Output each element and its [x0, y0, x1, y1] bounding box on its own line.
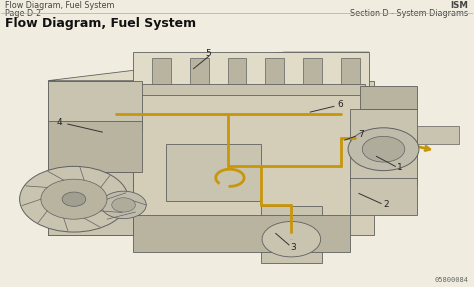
Polygon shape [48, 81, 133, 235]
Polygon shape [417, 126, 459, 144]
Text: Flow Diagram, Fuel System: Flow Diagram, Fuel System [5, 17, 197, 30]
Text: 4: 4 [57, 118, 63, 127]
Polygon shape [261, 206, 322, 263]
Polygon shape [133, 52, 369, 86]
Text: 2: 2 [383, 200, 389, 210]
Text: Flow Diagram, Fuel System: Flow Diagram, Fuel System [5, 1, 115, 10]
Circle shape [348, 128, 419, 171]
Text: ISM: ISM [451, 1, 469, 10]
Polygon shape [360, 86, 417, 109]
Polygon shape [166, 144, 261, 201]
Polygon shape [228, 58, 246, 84]
Text: Section D - System Diagrams: Section D - System Diagrams [350, 9, 469, 18]
Text: 05800084: 05800084 [435, 278, 469, 284]
Polygon shape [133, 215, 350, 252]
Polygon shape [48, 81, 143, 129]
Circle shape [19, 166, 128, 232]
Text: 7: 7 [358, 130, 364, 139]
Circle shape [262, 222, 320, 257]
Text: 5: 5 [206, 49, 211, 58]
Text: 3: 3 [290, 243, 296, 252]
Polygon shape [152, 58, 171, 84]
Text: Page D-2: Page D-2 [5, 9, 42, 18]
Polygon shape [48, 172, 133, 235]
Polygon shape [48, 52, 369, 81]
Polygon shape [341, 58, 360, 84]
Circle shape [62, 192, 86, 206]
Circle shape [112, 198, 136, 212]
Polygon shape [190, 58, 209, 84]
Polygon shape [303, 58, 322, 84]
Text: 1: 1 [397, 163, 403, 172]
Circle shape [101, 191, 146, 219]
Text: 6: 6 [337, 100, 343, 109]
Circle shape [41, 179, 107, 219]
Polygon shape [133, 81, 374, 235]
Circle shape [362, 136, 405, 162]
Polygon shape [48, 121, 143, 172]
Polygon shape [350, 109, 417, 186]
Polygon shape [265, 58, 284, 84]
Polygon shape [350, 178, 417, 215]
Polygon shape [138, 84, 365, 95]
